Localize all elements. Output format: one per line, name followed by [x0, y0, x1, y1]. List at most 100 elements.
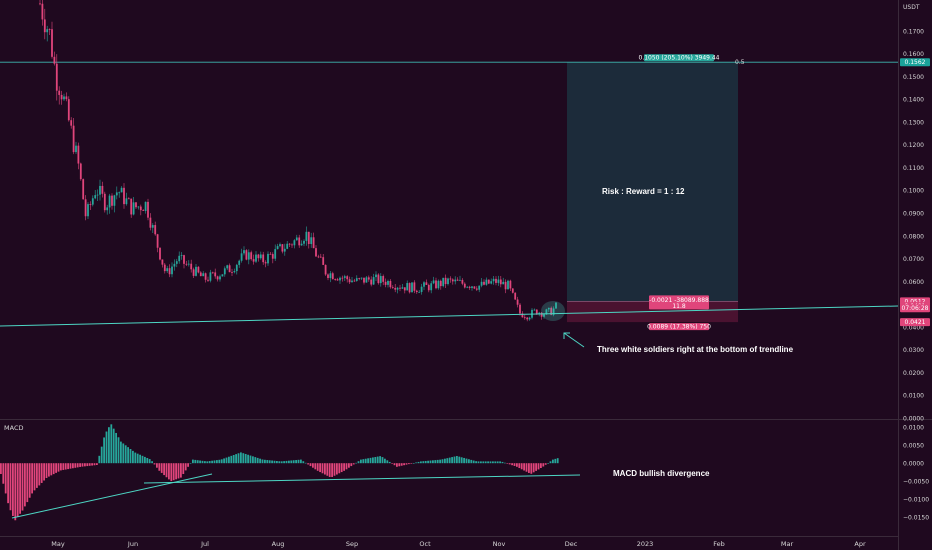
macd-bar — [110, 424, 113, 464]
macd-bar — [244, 453, 247, 464]
candle-body — [99, 185, 101, 195]
macd-bar — [484, 461, 487, 464]
macd-bar — [487, 461, 489, 464]
candle-body — [84, 199, 87, 217]
macd-bar — [204, 461, 206, 464]
macd-bar — [112, 428, 115, 464]
candle-body — [276, 246, 279, 250]
price-tag-bg — [900, 58, 930, 67]
macd-bar — [0, 463, 2, 474]
candle-body — [130, 198, 133, 215]
time-tick: Feb — [713, 540, 725, 548]
macd-bar — [196, 460, 199, 464]
candle-body — [329, 273, 332, 279]
candle-body — [322, 257, 325, 265]
price-tick: 0.0000 — [903, 416, 924, 423]
macd-bar — [369, 457, 372, 464]
macd-bar — [456, 456, 458, 464]
macd-bar — [355, 462, 357, 464]
macd-bar — [103, 437, 105, 464]
candle-body — [533, 309, 536, 311]
macd-bar — [410, 463, 413, 464]
macd-bar — [381, 457, 384, 464]
time-tick: Aug — [272, 540, 285, 548]
candle-body — [382, 276, 385, 282]
time-tick: 2023 — [637, 540, 654, 548]
candle-body — [394, 287, 397, 290]
candle-body — [233, 271, 236, 273]
macd-bar — [12, 463, 14, 516]
candle-body — [351, 280, 353, 283]
candle-body — [82, 179, 85, 200]
candle-body — [401, 287, 404, 289]
macd-bar — [530, 463, 533, 474]
candle-body — [379, 276, 382, 284]
candle-body — [60, 94, 63, 100]
macd-bar — [168, 463, 170, 480]
candle-body — [384, 281, 387, 285]
candle-body — [480, 281, 483, 286]
macd-bar — [518, 463, 521, 469]
candle-body — [427, 284, 430, 291]
macd-bar — [64, 463, 67, 470]
candle-body — [41, 3, 44, 20]
macd-bar — [184, 463, 187, 471]
macd-bar — [460, 457, 463, 464]
macd-bar — [405, 463, 408, 465]
target-label: 0.1050 (205.10%) 3949.44 — [639, 55, 720, 62]
target-label-bg — [644, 54, 714, 62]
time-tick: Dec — [565, 540, 578, 548]
macd-bar — [314, 463, 317, 470]
macd-bar — [319, 463, 321, 473]
candle-body — [91, 198, 94, 205]
macd-bar — [396, 463, 398, 467]
macd-bar — [237, 453, 240, 464]
macd-bar — [374, 457, 377, 464]
price-tick: 0.0300 — [903, 347, 924, 354]
candle-body — [120, 187, 123, 193]
candle-body — [46, 29, 49, 33]
candle-body — [219, 276, 221, 280]
macd-bar — [273, 460, 276, 464]
candle-body — [492, 278, 495, 282]
candle-body — [137, 206, 140, 208]
candle-body — [125, 198, 128, 205]
candle-body — [216, 276, 219, 280]
macd-bar — [172, 463, 175, 481]
macd-bar — [170, 463, 173, 482]
candle-body — [48, 29, 51, 30]
candle-body — [439, 280, 442, 287]
candle-body — [339, 277, 341, 281]
macd-bar — [494, 461, 497, 464]
candle-body — [111, 195, 113, 206]
macd-bar — [7, 463, 9, 504]
candle-body — [223, 268, 226, 275]
macd-bar — [302, 461, 305, 464]
candle-body — [94, 195, 97, 199]
candle-body — [144, 201, 147, 211]
macd-bar — [444, 458, 446, 464]
macd-bar — [400, 463, 403, 466]
candle-body — [430, 283, 433, 291]
macd-bar — [24, 463, 26, 507]
candle-body — [87, 204, 89, 217]
candle-body — [142, 210, 145, 211]
macd-bar — [187, 463, 189, 467]
price-tag: 07:06:28 — [902, 305, 929, 312]
candle-body — [221, 274, 224, 277]
price-tag: 0.1562 — [905, 59, 926, 66]
candle-body — [166, 268, 169, 272]
macd-bar — [134, 452, 137, 464]
macd-bar — [268, 460, 271, 464]
macd-bar — [62, 463, 65, 470]
macd-tick: 0.0050 — [903, 443, 924, 450]
macd-bar — [21, 463, 24, 511]
candle-body — [327, 274, 329, 279]
macd-bar — [264, 459, 266, 464]
candle-body — [226, 265, 229, 269]
macd-bar — [127, 447, 129, 464]
candle-body — [555, 302, 557, 309]
price-tick: 0.0400 — [903, 324, 924, 331]
